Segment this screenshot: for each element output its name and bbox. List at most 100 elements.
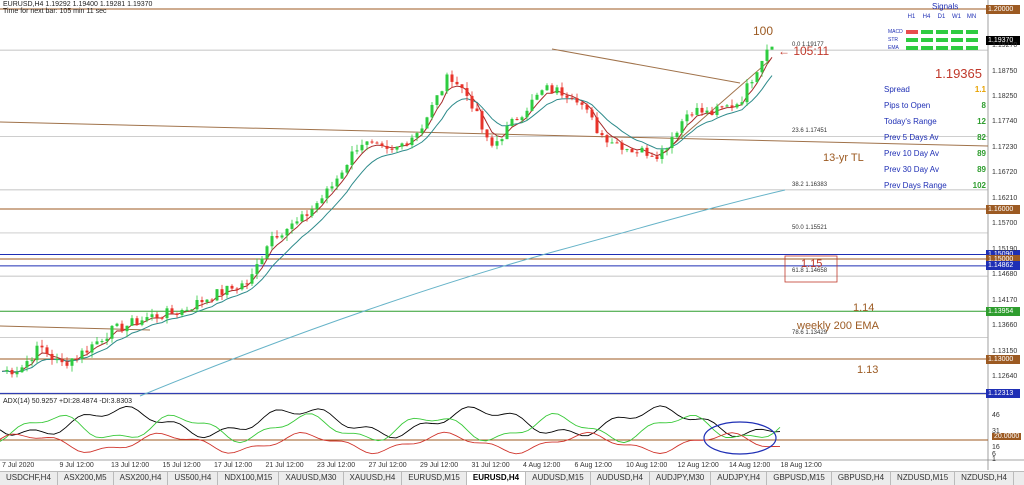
candle-body (580, 102, 584, 105)
chart-tab[interactable]: AUDJPY,M30 (650, 472, 712, 485)
signal-timeframe: H4 (922, 14, 931, 20)
candle-body (615, 142, 619, 144)
stat-label: Prev 10 Day Av (884, 149, 939, 158)
chart-tab[interactable]: AUDUSD,M15 (526, 472, 591, 485)
indicator-tick: 1 (992, 456, 996, 463)
candle-body (420, 128, 424, 134)
chart-tab[interactable]: GBPUSD,M15 (767, 472, 832, 485)
candle-body (430, 104, 434, 118)
candle-body (460, 84, 464, 89)
price-tick: 1.16210 (992, 194, 1018, 202)
time-tick: 7 Jul 2020 (2, 462, 35, 469)
chart-tab[interactable]: NZDUSD,M15 (891, 472, 956, 485)
chart-tab[interactable]: NDX100,M15 (218, 472, 280, 485)
stat-label: Today's Range (884, 117, 937, 126)
candle-body (190, 309, 194, 311)
chart-tab[interactable]: ASX200,M5 (58, 472, 114, 485)
stat-row: Prev 30 Day Av 89 (884, 162, 986, 178)
signal-row-label: STR (888, 37, 898, 43)
candle-body (680, 121, 684, 133)
time-tick: 6 Aug 12:00 (574, 462, 612, 469)
chart-tab[interactable]: USDCHF,H4 (0, 472, 58, 485)
candle-body (100, 341, 104, 343)
stat-value: 8 (981, 101, 986, 110)
candle-body (710, 110, 714, 115)
chart-header-ohlc: EURUSD,H4 1.19292 1.19400 1.19281 1.1937… (3, 1, 153, 8)
signal-indicator (950, 30, 963, 34)
candle-body (290, 223, 294, 229)
stat-label: Pips to Open (884, 101, 931, 110)
candle-body (45, 347, 49, 354)
stat-value: 102 (972, 181, 986, 190)
candle-body (610, 142, 614, 144)
price-label: 1.20000 (986, 4, 1020, 14)
time-tick: 21 Jul 12:00 (265, 462, 304, 469)
chart-tab[interactable]: AUDJPY,H4 (711, 472, 768, 485)
candle-body (350, 151, 354, 165)
annot-114: 1.14 (853, 302, 875, 314)
chart-tab[interactable]: XAUUSD,H4 (344, 472, 403, 485)
signal-indicator (935, 30, 948, 34)
candle-body (665, 148, 669, 150)
signal-indicator (935, 46, 948, 50)
chart-tab[interactable]: EURUSD,H4 (466, 472, 527, 485)
adx-line (0, 405, 781, 439)
fib-level-label: 23.6 1.17451 (792, 128, 828, 135)
candle-body (360, 144, 364, 151)
candle-body (670, 137, 674, 149)
price-tick: 1.14680 (992, 271, 1018, 278)
price-tick: 1.15700 (992, 220, 1018, 227)
stat-row: Pips to Open 8 (884, 98, 986, 114)
candle-body (555, 87, 559, 94)
candle-body (90, 344, 94, 353)
signal-timeframe: D1 (937, 14, 946, 20)
candle-body (570, 97, 574, 99)
time-tick: 17 Jul 12:00 (214, 462, 253, 469)
signal-row-label: MACD (888, 29, 903, 35)
candle-body (245, 283, 249, 285)
chart-tab[interactable]: NZDUSD,H4 (955, 472, 1014, 485)
signal-indicator (950, 46, 963, 50)
plus-di-line (0, 413, 781, 444)
chart-tab[interactable]: EURUSD,M15 (402, 472, 467, 485)
time-tick: 9 Jul 12:00 (59, 462, 94, 469)
candle-body (50, 353, 54, 360)
candle-body (735, 104, 739, 108)
price-tick: 1.18250 (992, 92, 1018, 100)
signal-row: MACD (888, 28, 979, 36)
chart-tab[interactable]: AUDUSD,H4 (591, 472, 650, 485)
candle-body (295, 221, 299, 224)
candle-body (655, 156, 659, 159)
candle-body (405, 143, 409, 146)
stat-row: Today's Range 12 (884, 114, 986, 130)
ema-slow-line (139, 189, 786, 397)
candle-body (730, 105, 734, 108)
indicator-tick: 46 (992, 412, 1000, 419)
candle-body (440, 91, 444, 96)
price-tick: 1.13150 (992, 347, 1018, 355)
stat-value: 12 (977, 117, 986, 126)
fib-level-label: 0.0 1.19177 (792, 42, 824, 49)
candle-body (470, 95, 474, 109)
candle-body (500, 139, 504, 142)
chart-tab[interactable]: US500,H4 (168, 472, 219, 485)
signal-indicator (935, 38, 948, 42)
candle-body (30, 360, 34, 362)
chart-tab[interactable]: ASX200,H4 (114, 472, 169, 485)
stat-value: 1.1 (974, 85, 986, 94)
signal-row: STR (888, 36, 979, 44)
signal-row-label: EMA (888, 45, 899, 51)
price-label: 1.13000 (986, 354, 1020, 364)
price-chart[interactable] (0, 0, 1024, 470)
candle-body (400, 143, 404, 147)
signal-timeframe: H1 (907, 14, 916, 20)
chart-tab[interactable]: GBPUSD,H4 (832, 472, 892, 485)
candle-body (255, 264, 259, 275)
candle-body (525, 110, 529, 118)
chart-tab[interactable]: XAUUSD,M30 (279, 472, 344, 485)
candle-body (345, 164, 349, 173)
indicator-tick: 6 (992, 451, 996, 458)
candle-body (595, 117, 599, 134)
price-tick: 1.18750 (992, 67, 1018, 75)
